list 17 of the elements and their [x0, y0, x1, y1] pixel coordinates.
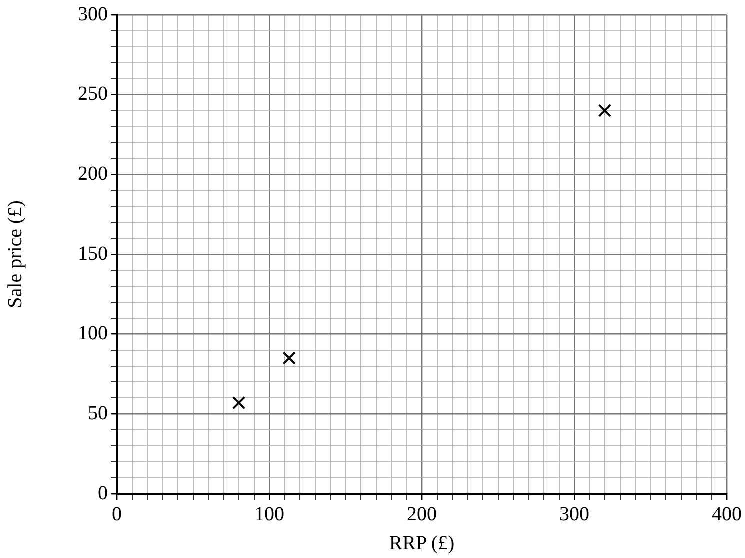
y-tick-label: 300 [78, 3, 108, 26]
x-tick-label: 300 [560, 503, 590, 526]
y-tick-label: 100 [78, 322, 108, 345]
point [232, 396, 246, 410]
point [598, 104, 612, 118]
x-tick-label: 400 [712, 503, 742, 526]
y-tick-label: 50 [88, 402, 108, 424]
y-tick-label: 200 [78, 162, 108, 185]
y-tick-label: 250 [78, 83, 108, 106]
x-tick-label: 0 [112, 503, 122, 526]
x-tick-label: 100 [254, 503, 284, 526]
y-tick-label: 0 [98, 482, 108, 504]
point [282, 352, 296, 365]
y-axis-title: Sale price (£) [4, 200, 26, 308]
x-tick-label: 200 [407, 503, 437, 526]
x-axis-title: RRP (£) [389, 532, 455, 554]
y-tick-label: 150 [78, 242, 108, 265]
